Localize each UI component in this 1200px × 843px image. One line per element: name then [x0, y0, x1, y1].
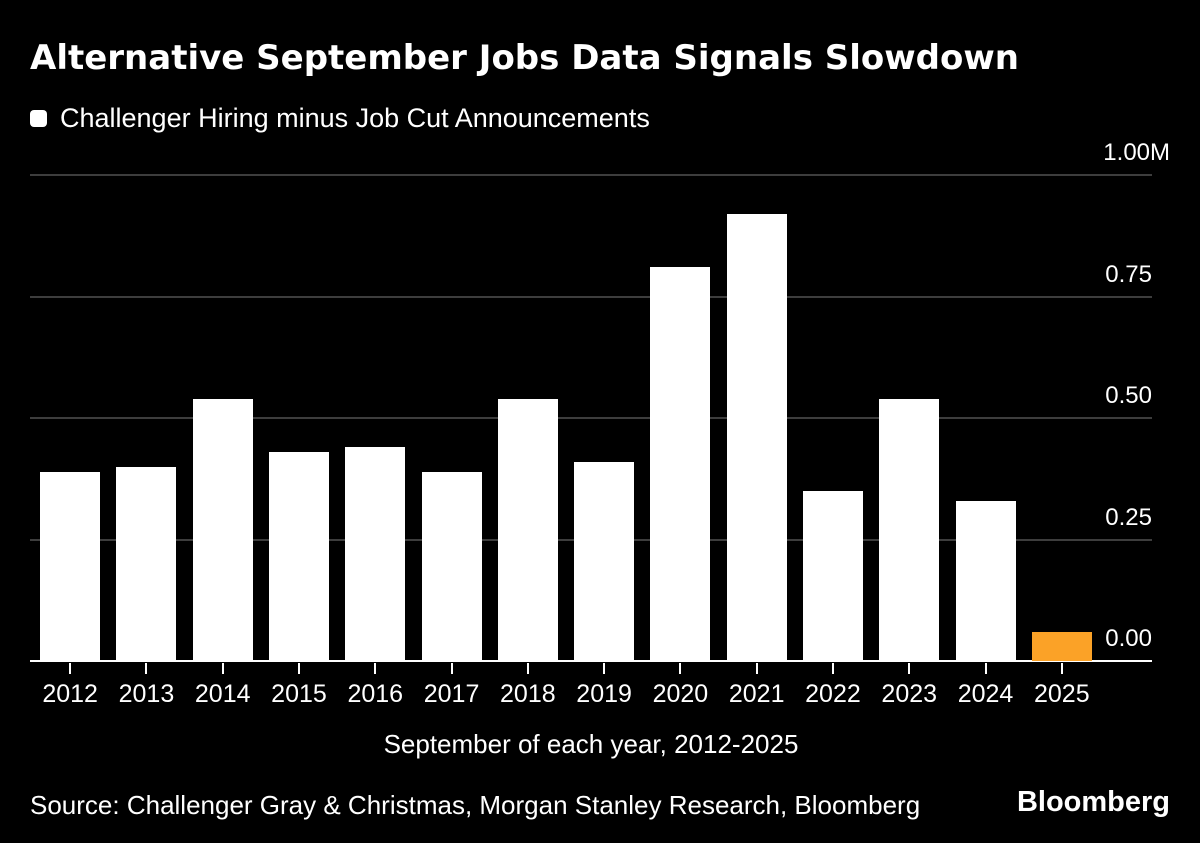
bar-2017 — [422, 472, 482, 662]
bar-2022 — [803, 491, 863, 661]
bar-slot: 2025 — [1024, 175, 1100, 661]
bar-slot: 2020 — [642, 175, 718, 661]
legend: Challenger Hiring minus Job Cut Announce… — [30, 105, 650, 132]
x-tick — [451, 663, 453, 674]
legend-label: Challenger Hiring minus Job Cut Announce… — [60, 105, 650, 132]
plot-area: 1.00M0.750.500.250.00 201220132014201520… — [30, 175, 1152, 661]
bar-slot: 2014 — [185, 175, 261, 661]
x-axis-caption: September of each year, 2012-2025 — [30, 729, 1152, 760]
bar-slot: 2023 — [871, 175, 947, 661]
x-tick — [832, 663, 834, 674]
bar-slot: 2021 — [719, 175, 795, 661]
x-tick-label: 2018 — [500, 682, 556, 707]
bar-2023 — [879, 399, 939, 661]
bar-2024 — [956, 501, 1016, 661]
bar-2018 — [498, 399, 558, 661]
bloomberg-chart-card: Alternative September Jobs Data Signals … — [0, 0, 1200, 843]
source-note: Source: Challenger Gray & Christmas, Mor… — [30, 790, 920, 821]
square-swatch-icon — [30, 110, 47, 127]
bar-2025 — [1032, 632, 1092, 661]
x-tick — [908, 663, 910, 674]
bar-2019 — [574, 462, 634, 661]
y-tick-label: 0.75 — [1105, 263, 1152, 287]
x-tick — [679, 663, 681, 674]
y-tick-label: 0.25 — [1105, 506, 1152, 530]
x-tick-label: 2025 — [1034, 682, 1090, 707]
x-tick-label: 2015 — [271, 682, 327, 707]
bar-2012 — [40, 472, 100, 662]
bar-2014 — [193, 399, 253, 661]
bar-2020 — [650, 267, 710, 661]
bloomberg-logo: Bloomberg — [1017, 786, 1170, 819]
bar-slot: 2016 — [337, 175, 413, 661]
bar-2015 — [269, 452, 329, 661]
bar-2021 — [727, 214, 787, 661]
bar-slot: 2022 — [795, 175, 871, 661]
x-tick-label: 2014 — [195, 682, 251, 707]
y-tick-label: 0.00 — [1105, 627, 1152, 651]
bar-slot: 2012 — [32, 175, 108, 661]
x-tick — [527, 663, 529, 674]
x-tick — [298, 663, 300, 674]
bar-slot: 2015 — [261, 175, 337, 661]
x-tick-label: 2012 — [42, 682, 98, 707]
chart-title: Alternative September Jobs Data Signals … — [30, 40, 1019, 76]
x-tick-label: 2013 — [119, 682, 175, 707]
bar-slot: 2024 — [947, 175, 1023, 661]
x-tick-label: 2022 — [805, 682, 861, 707]
bar-slot: 2019 — [566, 175, 642, 661]
x-tick — [756, 663, 758, 674]
x-tick-label: 2017 — [424, 682, 480, 707]
x-tick-label: 2024 — [958, 682, 1014, 707]
x-tick — [374, 663, 376, 674]
bar-series: 2012201320142015201620172018201920202021… — [32, 175, 1100, 661]
bar-2013 — [116, 467, 176, 661]
x-tick — [69, 663, 71, 674]
y-tick-label: 1.00M — [1103, 141, 1170, 165]
bar-slot: 2017 — [413, 175, 489, 661]
bar-2016 — [345, 447, 405, 661]
x-tick — [222, 663, 224, 674]
x-tick — [985, 663, 987, 674]
y-tick-label: 0.50 — [1105, 384, 1152, 408]
x-tick — [603, 663, 605, 674]
bar-slot: 2018 — [490, 175, 566, 661]
x-tick-label: 2020 — [653, 682, 709, 707]
x-tick — [1061, 663, 1063, 674]
x-tick-label: 2019 — [576, 682, 632, 707]
x-tick-label: 2016 — [347, 682, 403, 707]
x-tick-label: 2023 — [881, 682, 937, 707]
x-tick-label: 2021 — [729, 682, 785, 707]
bar-slot: 2013 — [108, 175, 184, 661]
x-tick — [145, 663, 147, 674]
